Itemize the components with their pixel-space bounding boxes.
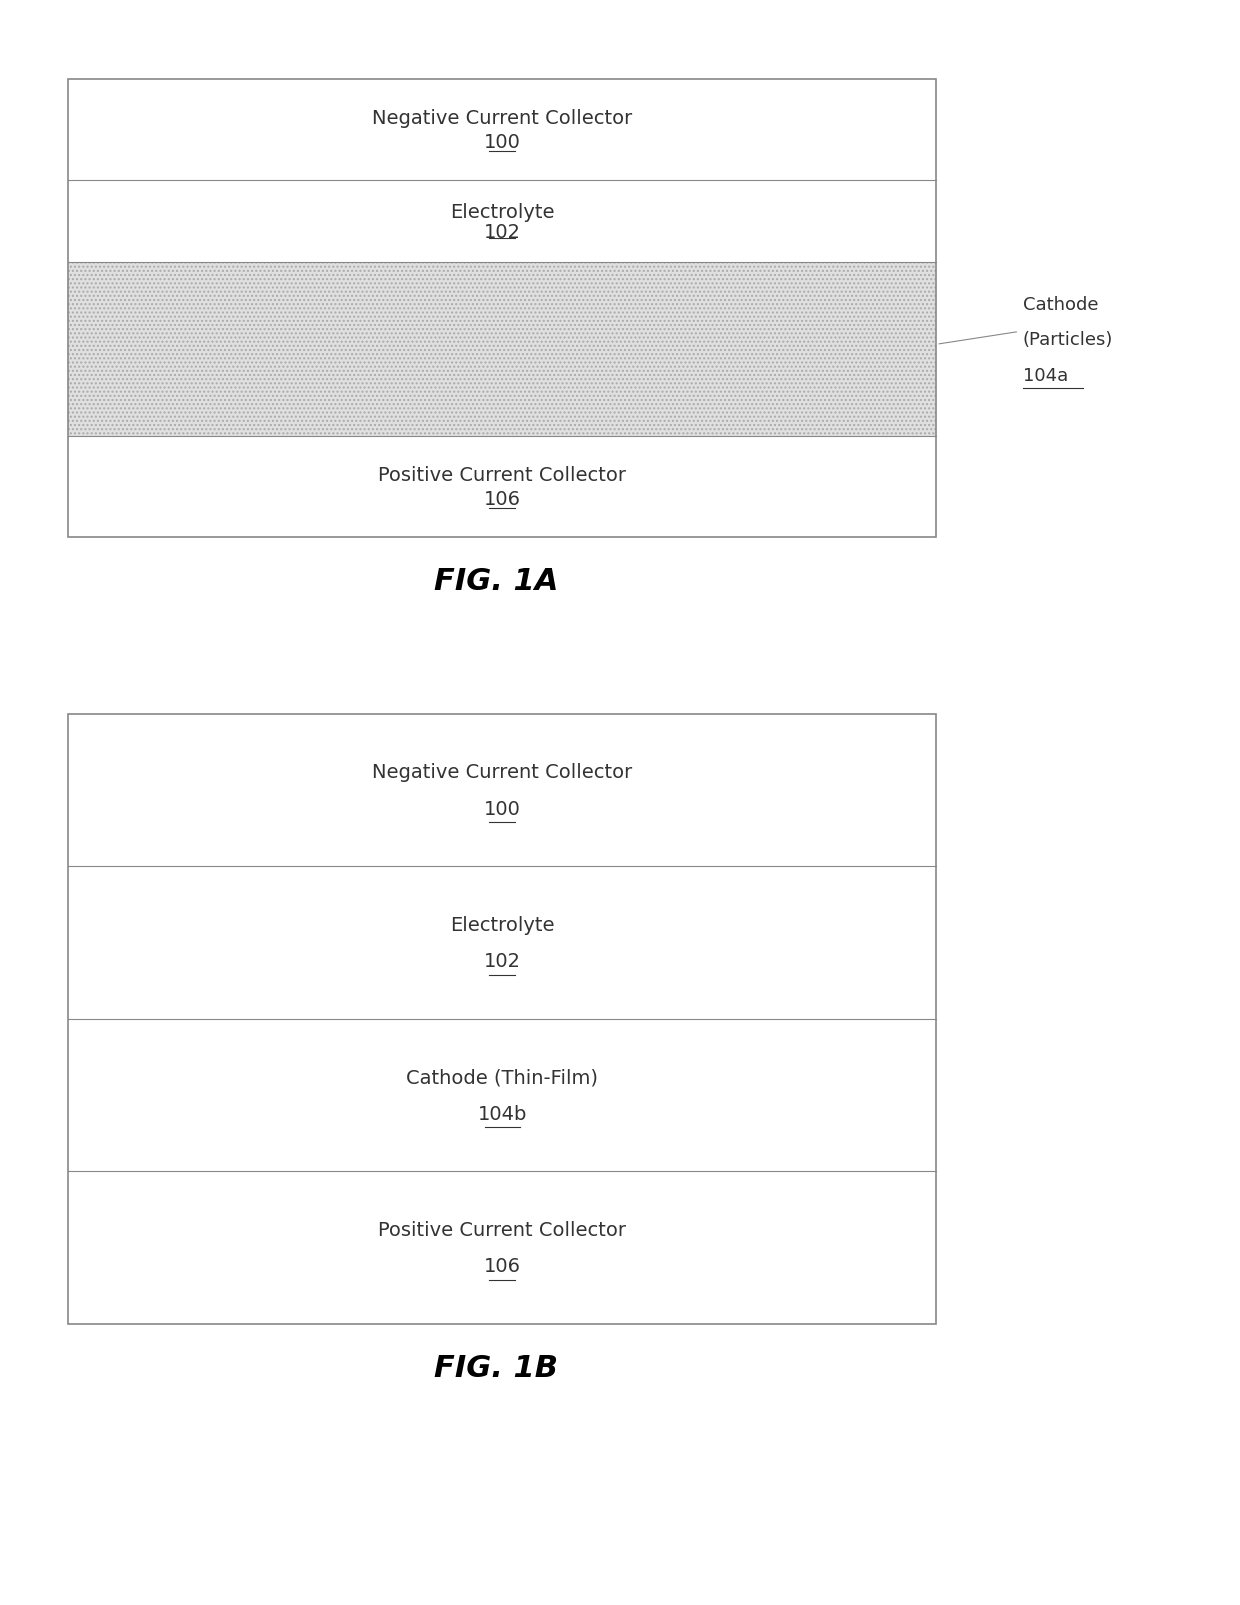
Text: 102: 102 <box>484 952 521 971</box>
Text: (Particles): (Particles) <box>1023 331 1114 350</box>
Text: Negative Current Collector: Negative Current Collector <box>372 109 632 128</box>
Text: FIG. 1A: FIG. 1A <box>434 567 558 595</box>
Bar <box>68 263 936 437</box>
Bar <box>68 867 936 1019</box>
Text: 104a: 104a <box>1023 366 1068 385</box>
Bar <box>68 714 936 867</box>
Bar <box>68 437 936 538</box>
Bar <box>68 181 936 263</box>
Bar <box>68 263 936 437</box>
Text: Cathode: Cathode <box>1023 295 1099 315</box>
Text: FIG. 1B: FIG. 1B <box>434 1353 558 1382</box>
Text: 104b: 104b <box>477 1104 527 1124</box>
Text: Negative Current Collector: Negative Current Collector <box>372 762 632 782</box>
Text: 102: 102 <box>484 223 521 241</box>
Bar <box>68 80 936 538</box>
Bar <box>68 1172 936 1324</box>
Bar <box>68 80 936 181</box>
Bar <box>68 714 936 1324</box>
Text: Positive Current Collector: Positive Current Collector <box>378 465 626 485</box>
Text: 106: 106 <box>484 490 521 509</box>
Bar <box>68 1019 936 1172</box>
Text: Electrolyte: Electrolyte <box>450 202 554 221</box>
Text: 100: 100 <box>484 133 521 152</box>
Text: 106: 106 <box>484 1257 521 1276</box>
Text: 100: 100 <box>484 799 521 819</box>
Text: Positive Current Collector: Positive Current Collector <box>378 1220 626 1239</box>
Text: Cathode (Thin-Film): Cathode (Thin-Film) <box>407 1067 598 1087</box>
Text: Electrolyte: Electrolyte <box>450 915 554 934</box>
